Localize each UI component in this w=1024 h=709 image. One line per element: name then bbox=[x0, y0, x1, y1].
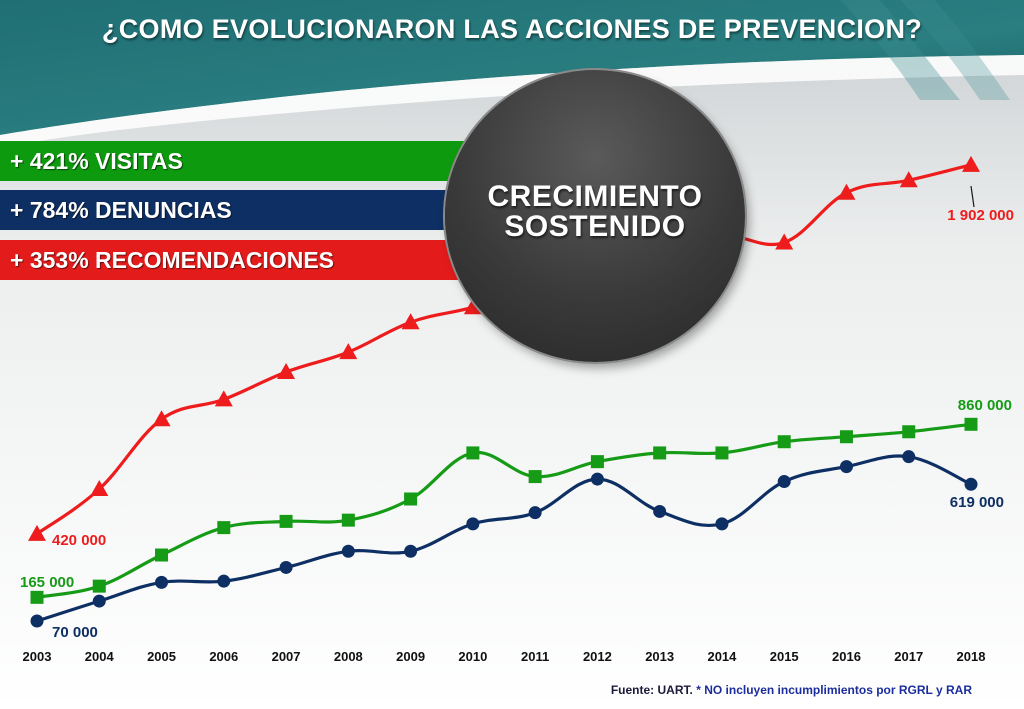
data-point-red-2008 bbox=[339, 343, 358, 360]
data-point-green-2018 bbox=[964, 417, 978, 431]
x-tick-label-2003: 2003 bbox=[23, 649, 52, 664]
data-point-red-2016 bbox=[837, 183, 856, 200]
data-point-navy-2014 bbox=[715, 517, 729, 531]
x-tick-label-2006: 2006 bbox=[209, 649, 238, 664]
data-point-navy-2017 bbox=[902, 450, 916, 464]
data-point-navy-2016 bbox=[839, 460, 853, 474]
data-point-navy-2003 bbox=[30, 614, 44, 628]
x-tick-label-2008: 2008 bbox=[334, 649, 363, 664]
data-point-green-2007 bbox=[279, 514, 293, 528]
data-point-green-2005 bbox=[155, 548, 169, 562]
data-point-navy-2005 bbox=[155, 575, 169, 589]
x-tick-label-2013: 2013 bbox=[645, 649, 674, 664]
x-tick-label-2007: 2007 bbox=[272, 649, 301, 664]
data-label-red-end: 1 902 000 bbox=[947, 207, 1014, 224]
x-tick-label-2014: 2014 bbox=[707, 649, 737, 664]
data-point-navy-2004 bbox=[92, 594, 106, 608]
data-label-navy-start: 70 000 bbox=[52, 624, 98, 641]
x-tick-label-2009: 2009 bbox=[396, 649, 425, 664]
data-point-green-2012 bbox=[590, 455, 604, 469]
data-point-red-2004 bbox=[90, 480, 109, 497]
series-line-navy bbox=[36, 454, 972, 623]
data-label-red-end-leader bbox=[970, 185, 975, 208]
data-point-navy-2013 bbox=[653, 504, 667, 518]
data-point-green-2003 bbox=[30, 590, 44, 604]
data-point-green-2008 bbox=[341, 513, 355, 527]
page-title: ¿COMO EVOLUCIONARON LAS ACCIONES DE PREV… bbox=[101, 14, 923, 44]
banner-recomendaciones: + 353% RECOMENDACIONES bbox=[0, 240, 470, 280]
circle-text-line-1: CRECIMIENTO bbox=[487, 180, 703, 213]
data-point-green-2010 bbox=[466, 446, 480, 460]
data-label-green-end: 860 000 bbox=[958, 397, 1012, 414]
data-label-green-start: 165 000 bbox=[20, 574, 74, 591]
data-point-navy-2011 bbox=[528, 506, 542, 520]
data-point-navy-2009 bbox=[404, 544, 418, 558]
data-point-green-2009 bbox=[404, 492, 418, 506]
x-tick-label-2011: 2011 bbox=[521, 649, 549, 664]
data-point-green-2017 bbox=[902, 425, 916, 439]
data-point-green-2004 bbox=[92, 579, 106, 593]
x-tick-label-2010: 2010 bbox=[458, 649, 487, 664]
highlight-circle: CRECIMIENTO SOSTENIDO bbox=[445, 70, 745, 362]
banner-denuncias: + 784% DENUNCIAS bbox=[0, 190, 500, 230]
data-point-navy-2007 bbox=[279, 560, 293, 574]
data-label-red-start: 420 000 bbox=[52, 532, 106, 549]
x-tick-label-2004: 2004 bbox=[85, 649, 115, 664]
data-point-red-2018 bbox=[962, 155, 980, 172]
source-note: Fuente: UART. * NO incluyen incumplimien… bbox=[611, 683, 972, 697]
data-point-red-2015 bbox=[775, 233, 794, 250]
x-tick-label-2012: 2012 bbox=[583, 649, 612, 664]
data-point-navy-2008 bbox=[341, 544, 355, 558]
data-point-navy-2012 bbox=[590, 472, 604, 486]
data-point-green-2011 bbox=[528, 470, 542, 484]
x-tick-label-2017: 2017 bbox=[894, 649, 923, 664]
data-label-navy-end: 619 000 bbox=[950, 494, 1004, 511]
data-point-red-2009 bbox=[401, 313, 420, 330]
x-tick-label-2015: 2015 bbox=[770, 649, 799, 664]
series-line-green bbox=[36, 422, 972, 599]
source-label: Fuente: UART. bbox=[610, 683, 693, 697]
data-point-red-2006 bbox=[214, 390, 233, 407]
x-tick-label-2016: 2016 bbox=[832, 649, 861, 664]
data-point-navy-2010 bbox=[466, 517, 480, 531]
data-point-red-2007 bbox=[277, 363, 296, 379]
data-point-green-2014 bbox=[715, 446, 729, 460]
source-footnote: * NO incluyen incumplimientos por RGRL y… bbox=[696, 683, 972, 697]
data-point-navy-2018 bbox=[964, 477, 978, 491]
banner-visitas: + 421% VISITAS bbox=[0, 141, 520, 181]
data-point-red-2003 bbox=[28, 524, 46, 541]
data-point-red-2010 bbox=[463, 298, 482, 315]
data-point-green-2013 bbox=[653, 446, 667, 460]
data-point-green-2016 bbox=[839, 430, 853, 444]
data-point-green-2015 bbox=[777, 435, 791, 449]
data-point-navy-2015 bbox=[777, 475, 791, 489]
data-point-green-2006 bbox=[217, 521, 231, 535]
x-tick-label-2005: 2005 bbox=[147, 649, 176, 664]
data-point-navy-2006 bbox=[217, 574, 231, 588]
x-tick-label-2018: 2018 bbox=[957, 649, 986, 664]
data-point-red-2005 bbox=[152, 410, 171, 427]
data-point-red-2017 bbox=[899, 171, 918, 188]
circle-text-line-2: SOSTENIDO bbox=[504, 210, 686, 243]
